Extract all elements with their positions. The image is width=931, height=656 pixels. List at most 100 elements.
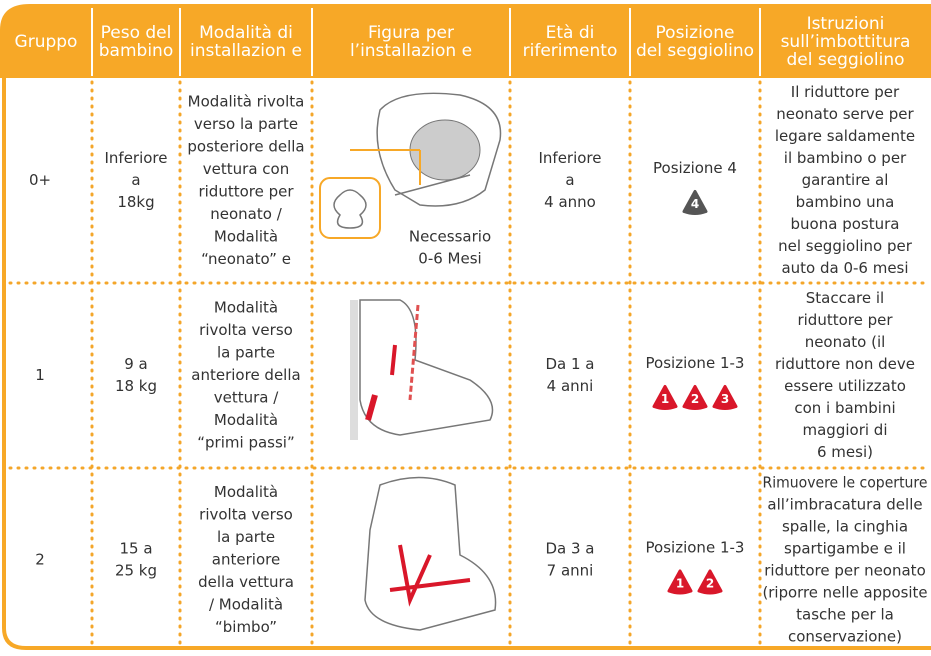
position-badge-label: 1 (661, 392, 669, 406)
mode-cell: “bimbo” (215, 618, 277, 636)
figure-caption: 0-6 Mesi (418, 250, 481, 268)
instructions-cell: essere utilizzato (784, 377, 906, 395)
mode-cell: Modalità (214, 227, 278, 245)
mode-cell: della vettura (198, 573, 294, 591)
table-border (1, 78, 931, 650)
header-cell: l’installazion e (350, 41, 472, 61)
mode-cell: anteriore della (191, 366, 300, 384)
mode-cell: / Modalità (209, 596, 283, 614)
age-cell: 7 anni (547, 562, 594, 580)
instructions-cell: riduttore per (797, 311, 893, 329)
group-cell: 0+ (29, 171, 51, 189)
position-badge-label: 3 (721, 392, 729, 406)
instructions-cell: riduttore per neonato (764, 562, 926, 580)
position-cell: Posizione 4 (653, 159, 737, 177)
weight-cell: Inferiore (104, 149, 167, 167)
weight-cell: 15 a (119, 540, 152, 558)
header-cell: sull’imbottitura (781, 32, 911, 52)
position-badge (667, 569, 693, 595)
header-cell: Età di (546, 23, 595, 43)
age-cell: Inferiore (538, 149, 601, 167)
mode-cell: la parte (217, 528, 275, 546)
weight-cell: 18kg (117, 193, 154, 211)
age-cell: 4 anno (544, 193, 596, 211)
header-cell: Figura per (368, 23, 454, 43)
instructions-cell: Staccare il (806, 289, 884, 307)
weight-cell: a (131, 171, 140, 189)
age-cell: Da 1 a (545, 355, 594, 373)
group-cell: 1 (35, 366, 45, 384)
instructions-cell: nel seggiolino per (778, 237, 913, 255)
instructions-cell: Il riduttore per (791, 83, 900, 101)
mode-cell: posteriore della (187, 137, 304, 155)
header-cell: Gruppo (15, 32, 78, 52)
header-cell: Istruzioni (807, 14, 885, 34)
position-badge (652, 385, 678, 410)
position-badge (682, 385, 708, 410)
instructions-cell: spalle, la cinghia (782, 518, 908, 536)
mode-cell: Modalità (214, 299, 278, 317)
weight-cell: 25 kg (115, 562, 157, 580)
instructions-cell: spartigambe e il (784, 540, 906, 558)
position-badge-label: 2 (706, 577, 714, 591)
position-cell: Posizione 1-3 (646, 539, 745, 557)
header-cell: Peso del (101, 23, 172, 43)
instructions-cell: all’imbracatura delle (767, 496, 922, 514)
header-cell: del seggiolino (636, 41, 754, 61)
position-badge-label: 2 (691, 392, 699, 406)
header-cell: bambino (99, 41, 173, 61)
mode-cell: “primi passi” (197, 434, 294, 452)
mode-cell: la parte (217, 344, 275, 362)
mode-cell: rivolta verso (199, 506, 293, 524)
figure-rear-facing (319, 92, 502, 239)
instructions-cell: garantire al (802, 171, 889, 189)
figure-forward-facing-2 (364, 476, 497, 631)
header-cell: del seggiolino (786, 50, 904, 70)
mode-cell: vettura con (203, 160, 289, 178)
instructions-cell: legare saldamente (775, 127, 915, 145)
instructions-cell: Rimuovere le coperture (763, 474, 928, 492)
separators (8, 8, 927, 647)
weight-cell: 9 a (124, 355, 148, 373)
instructions-cell: il bambino o per (784, 149, 907, 167)
instructions-cell: tasche per la (796, 606, 894, 624)
position-badge (682, 190, 708, 215)
mode-cell: “neonato” e (201, 250, 291, 268)
instructions-cell: con i bambini (794, 399, 895, 417)
age-cell: Da 3 a (545, 540, 594, 558)
header-cell: Posizione (656, 23, 735, 43)
instructions-cell: 6 mesi) (817, 443, 873, 461)
instructions-cell: maggiori di (803, 421, 888, 439)
mode-cell: Modalità (214, 411, 278, 429)
position-cell: Posizione 1-3 (646, 354, 745, 372)
mode-cell: verso la parte (194, 115, 298, 133)
instructions-cell: buona postura (791, 215, 900, 233)
position-badge (712, 385, 738, 410)
position-badge-label: 1 (676, 577, 684, 591)
instructions-cell: riduttore non deve (775, 355, 915, 373)
mode-cell: rivolta verso (199, 321, 293, 339)
instructions-cell: neonato (il (805, 333, 886, 351)
mode-cell: riduttore per (198, 182, 294, 200)
instructions-cell: neonato serve per (776, 105, 914, 123)
mode-cell: Modalità (214, 483, 278, 501)
position-badge (697, 569, 723, 595)
instructions-cell: conservazione) (788, 628, 902, 646)
mode-cell: Modalità rivolta (188, 92, 305, 110)
mode-cell: vettura / (214, 389, 280, 407)
instructions-cell: (riporre nelle apposite (763, 584, 928, 602)
instructions-cell: auto da 0-6 mesi (781, 259, 908, 277)
figure-caption: Necessario (409, 228, 491, 246)
header-cell: riferimento (523, 41, 618, 61)
weight-cell: 18 kg (115, 377, 157, 395)
mode-cell: neonato / (210, 205, 282, 223)
age-cell: 4 anni (547, 377, 594, 395)
header-cell: installazion e (190, 41, 302, 61)
mode-cell: anteriore (212, 551, 280, 569)
age-cell: a (565, 171, 574, 189)
instructions-cell: bambino una (796, 193, 895, 211)
header-cell: Modalità di (199, 23, 293, 43)
group-cell: 2 (35, 551, 45, 569)
